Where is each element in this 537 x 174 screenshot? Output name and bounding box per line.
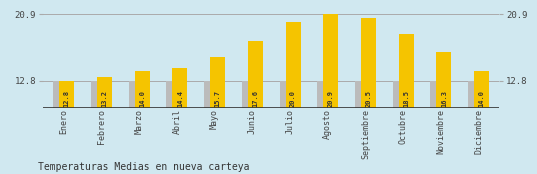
Text: 14.4: 14.4 — [177, 90, 183, 107]
Text: 13.2: 13.2 — [101, 90, 107, 107]
Bar — [317, 81, 332, 108]
Text: 14.0: 14.0 — [478, 90, 485, 107]
Bar — [399, 34, 413, 108]
Text: 20.0: 20.0 — [290, 90, 296, 107]
Text: 15.7: 15.7 — [215, 90, 221, 107]
Bar — [361, 18, 376, 108]
Bar — [431, 81, 445, 108]
Bar — [97, 77, 112, 108]
Bar — [166, 81, 182, 108]
Bar — [91, 81, 106, 108]
Bar — [53, 81, 68, 108]
Text: 20.5: 20.5 — [366, 90, 372, 107]
Bar — [129, 81, 143, 108]
Bar — [468, 81, 483, 108]
Bar — [248, 41, 263, 108]
Bar — [393, 81, 408, 108]
Text: Temperaturas Medias en nueva carteya: Temperaturas Medias en nueva carteya — [38, 162, 249, 172]
Bar — [59, 81, 74, 108]
Bar — [355, 81, 370, 108]
Bar — [437, 52, 452, 108]
Bar — [474, 71, 489, 108]
Text: 16.3: 16.3 — [441, 90, 447, 107]
Bar — [172, 68, 187, 108]
Text: 20.9: 20.9 — [328, 90, 334, 107]
Text: 12.8: 12.8 — [64, 90, 70, 107]
Bar — [210, 57, 225, 108]
Bar — [286, 22, 301, 108]
Bar — [323, 14, 338, 108]
Bar — [135, 71, 150, 108]
Bar — [280, 81, 294, 108]
Text: 18.5: 18.5 — [403, 90, 409, 107]
Bar — [204, 81, 219, 108]
Text: 17.6: 17.6 — [252, 90, 258, 107]
Bar — [242, 81, 257, 108]
Text: 14.0: 14.0 — [139, 90, 145, 107]
